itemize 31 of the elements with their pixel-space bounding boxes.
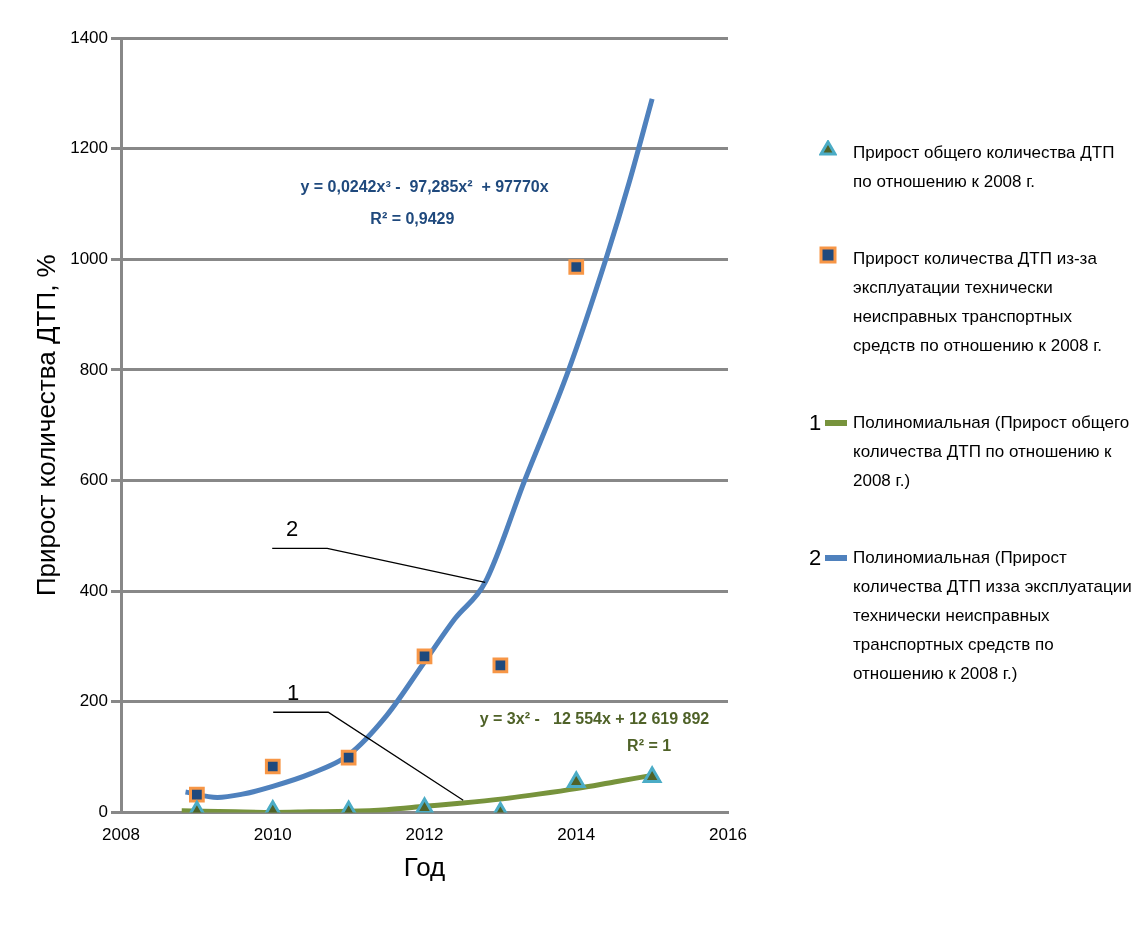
x-tick-label: 2008	[102, 825, 140, 845]
x-tick-label: 2010	[253, 825, 292, 845]
point	[566, 771, 586, 788]
annotation: R² = 0,9429	[370, 209, 455, 227]
point	[568, 259, 585, 275]
text: 1	[808, 410, 822, 435]
annotation: R² = 1	[627, 736, 672, 754]
annotation: 1	[287, 680, 300, 706]
y-tick-label: 200	[79, 691, 109, 711]
x-tick-label: 2014	[557, 825, 596, 845]
annotation: y = 0,0242x³ - 97,285x² + 97770x	[300, 177, 549, 195]
annotation: y = 3x² - 12 554x + 12 619 892	[479, 709, 710, 727]
y-tick-label: 1000	[70, 248, 109, 268]
point	[415, 797, 434, 813]
legend-label: Прирост общего количества ДТП по отношению к 2008 г.	[853, 142, 1116, 193]
y-tick-label: 600	[79, 470, 109, 490]
legend-label: Полиномиальная (Прирост общего количества ДТП по отношению к 2008 г.)	[853, 412, 1131, 492]
text: 2	[808, 545, 822, 570]
point	[642, 766, 662, 783]
y-tick-label: 800	[79, 359, 109, 379]
x-tick-label: 2016	[709, 825, 747, 845]
legend-label: Прирост количества ДТП из-за эксплуатации технически неисправных транспортных средств по отношению к 2008 г.	[853, 248, 1104, 357]
y-tick-label: 1200	[70, 138, 109, 158]
y-axis-title: Прирост количества ДТП, %	[30, 254, 61, 597]
legend-label: Полиномиальная (Прирост количества ДТП изза эксплуатации технически неисправных транспортных средств по отношению к 2008 г.)	[853, 547, 1133, 685]
x-axis-title: Год	[403, 851, 446, 882]
y-tick-label: 1400	[70, 27, 109, 47]
y-tick-label: 400	[79, 580, 109, 600]
x-tick-label: 2012	[405, 825, 444, 845]
annotation: 2	[286, 516, 299, 542]
y-tick-label: 0	[98, 802, 109, 822]
